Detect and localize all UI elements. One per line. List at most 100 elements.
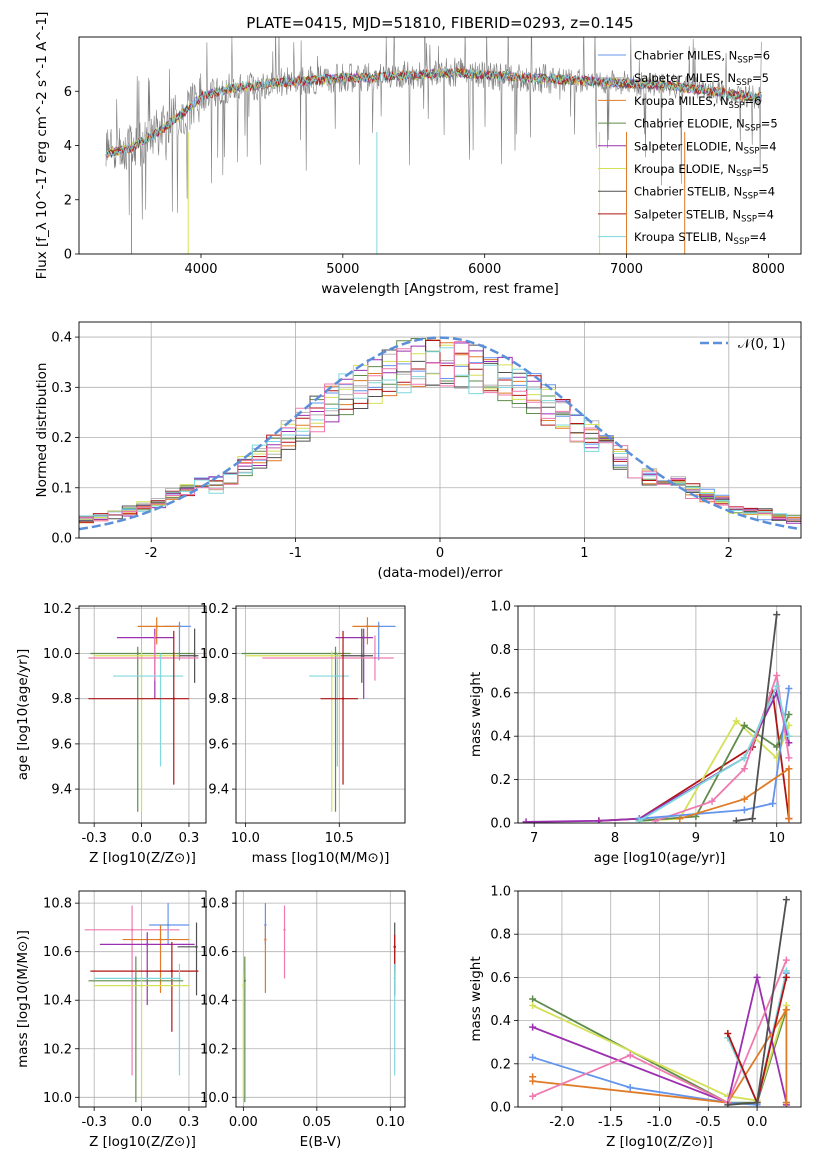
age-vs-z-frame [78, 605, 207, 824]
legend-label: Salpeter STELIB, NSSP=4 [634, 207, 774, 224]
mass-weight-marker [635, 817, 643, 823]
legend-nssp: =6 [753, 49, 770, 63]
age-vs-mass-ytick-label: 9.4 [208, 783, 229, 798]
massweight-vs-z-ytick-label: 0.6 [490, 971, 511, 986]
spectrum-title: PLATE=0415, MJD=51810, FIBERID=0293, z=0… [246, 14, 633, 32]
legend-nssp: =5 [752, 162, 769, 176]
mass-vs-z-ytick-label: 10.8 [43, 897, 72, 912]
massweight-vs-age-ytick-label: 0.6 [490, 686, 511, 701]
legend-subscript: SSP [741, 214, 757, 224]
data-point [130, 928, 134, 932]
age-vs-z-xtick-label: -0.3 [81, 831, 106, 846]
massweight-vs-age-xtick-label: 7 [530, 831, 538, 846]
data-point [170, 969, 174, 973]
mass-weight-marker [626, 1084, 634, 1092]
mass-weight-marker [529, 1001, 537, 1009]
massweight-vs-age-ytick-label: 0.8 [490, 643, 511, 658]
spectrum-xtick-label: 6000 [468, 262, 501, 277]
mass-weight-line [638, 683, 790, 822]
residuals-xtick-label: -1 [289, 546, 302, 561]
mass-weight-marker [773, 743, 781, 751]
age-vs-z-xtick-label: 0.3 [179, 831, 200, 846]
massweight-vs-age-ytick-label: 1.0 [490, 600, 511, 615]
legend-label: Salpeter ELODIE, NSSP=4 [634, 139, 777, 156]
mass-vs-z-ytick-label: 10.4 [43, 994, 72, 1009]
mass-weight-marker [595, 817, 603, 823]
mass-weight-marker [651, 817, 659, 823]
massweight-vs-z-xtick-label: -2.0 [549, 1115, 574, 1130]
mass-weight-marker [529, 1092, 537, 1100]
mass-weight-marker [740, 754, 748, 762]
mass-vs-z-xtick-label: -0.3 [81, 1115, 106, 1130]
mass-weight-marker [708, 797, 716, 805]
mass-weight-marker [522, 818, 530, 823]
legend-subscript: SSP [737, 56, 753, 66]
residuals-panel: -2 -1 0 1 2 0.0 0.1 0.2 0.3 0.4 (data-model)/error… [34, 321, 802, 581]
age-vs-mass-xtick-label: 10.0 [231, 831, 260, 846]
mass-weight-marker [753, 1099, 761, 1107]
mass-weight-marker [529, 1023, 537, 1031]
data-point [193, 654, 196, 657]
age-vs-mass-ytick-label: 10.0 [200, 647, 229, 662]
mass-weight-marker [785, 815, 793, 823]
data-point [159, 938, 162, 941]
mass-weight-marker [724, 1030, 732, 1038]
model-spectrum-line [105, 66, 762, 156]
legend-label: Chabrier MILES, NSSP=6 [634, 49, 770, 66]
data-point [393, 945, 396, 949]
data-point [178, 977, 181, 980]
data-point [341, 697, 345, 700]
legend-nssp: =4 [760, 139, 777, 153]
mass-weight-marker [782, 973, 790, 981]
age-vs-mass-panel: 10.0 10.5 9.4 9.6 9.8 10.0 10.2 mass [log10(M/M… [200, 602, 406, 866]
data-point [146, 943, 149, 946]
mass-vs-ebv-ytick-label: 10.2 [200, 1042, 229, 1057]
mass-vs-ebv-xtick-label: 0.10 [376, 1115, 405, 1130]
residuals-xtick-label: 1 [580, 546, 588, 561]
age-vs-z-xtick-label: 0.0 [131, 831, 152, 846]
age-vs-mass-grid [236, 606, 405, 823]
spectrum-ytick-label: 4 [64, 139, 72, 154]
legend-nssp: =4 [749, 230, 766, 244]
massweight-vs-age-ytick-label: 0.2 [490, 773, 511, 788]
spectrum-ytick-label: 2 [64, 193, 72, 208]
mass-vs-z-grid [79, 891, 206, 1107]
mass-weight-marker [785, 684, 793, 692]
mass-weight-line [736, 614, 778, 822]
legend-subscript: SSP [729, 101, 745, 111]
mass-weight-marker [785, 732, 793, 740]
mass-weight-marker [740, 806, 748, 814]
residuals-ytick-label: 0.3 [51, 381, 72, 396]
model-spectrum-line [105, 66, 762, 157]
spectrum-plot-area [105, 37, 762, 254]
mass-vs-z-xtick-label: 0.3 [179, 1115, 200, 1130]
model-spectrum-line [105, 67, 762, 159]
massweight-vs-z-ylabel: mass weight [468, 956, 484, 1041]
legend-label: Salpeter MILES, NSSP=5 [634, 71, 769, 88]
massweight-vs-age-xtick-label: 9 [692, 831, 700, 846]
mass-weight-marker [676, 815, 684, 823]
age-vs-z-panel: -0.3 0.0 0.3 9.4 9.6 9.8 10.0 10.2 Z [log10(Z/Z⊙… [15, 602, 207, 866]
age-vs-mass-xlabel: mass [log10(M/M⊙)] [252, 850, 390, 866]
mass-weight-marker [773, 671, 781, 679]
massweight-vs-z-xlabel: Z [log10(Z/Z⊙)] [606, 1134, 713, 1150]
age-vs-mass-xtick-label: 10.5 [325, 831, 354, 846]
data-point [393, 977, 396, 980]
spectrum-ytick-label: 6 [64, 85, 72, 100]
massweight-vs-z-panel: -2.0 -1.5 -1.0 -0.5 0.0 0.0 0.2 0.4 0.6 0.8 1.0 Z [… [468, 885, 802, 1150]
mass-vs-ebv-xtick-label: 0.05 [302, 1115, 331, 1130]
data-point [264, 938, 267, 941]
data-point [136, 652, 139, 655]
spectrum-xtick-label: 7000 [610, 262, 643, 277]
mass-vs-z-frame [78, 890, 207, 1108]
age-vs-mass-plot-area [241, 617, 396, 812]
age-vs-mass-ytick-label: 9.6 [208, 737, 229, 752]
residuals-ytick-label: 0.1 [51, 481, 72, 496]
mass-vs-z-plot-area [84, 903, 199, 1103]
legend-label: Chabrier STELIB, NSSP=4 [634, 185, 775, 202]
residuals-frame [78, 321, 802, 539]
data-point [155, 625, 158, 628]
age-vs-z-grid [79, 606, 206, 823]
legend-subscript: SSP [734, 237, 750, 247]
